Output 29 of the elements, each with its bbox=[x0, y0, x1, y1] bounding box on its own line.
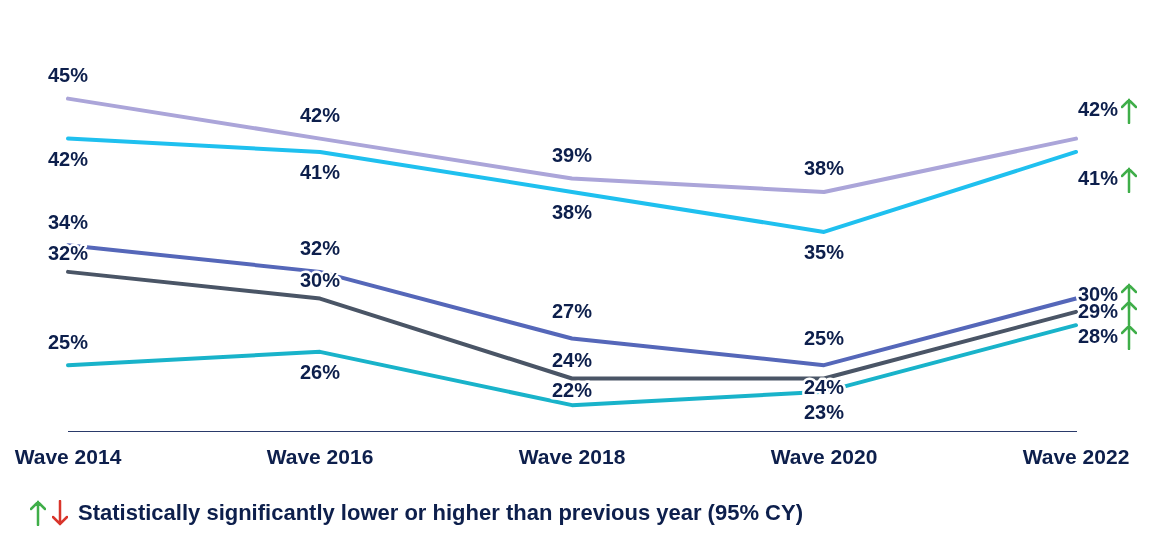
data-label: 35% bbox=[803, 241, 845, 264]
data-label: 27% bbox=[551, 300, 593, 323]
data-label: 29% bbox=[1078, 300, 1119, 323]
text: Statistically significantly lower or higher than previous year (95% CY) bbox=[78, 500, 803, 526]
data-label: 38% bbox=[551, 201, 593, 224]
x-tick-label: Wave 2014 bbox=[14, 445, 122, 469]
data-label: 42% bbox=[299, 104, 341, 127]
data-label: 23% bbox=[803, 401, 845, 424]
data-label: 25% bbox=[803, 326, 845, 349]
data-label: 28% bbox=[1078, 324, 1119, 347]
data-label: 38% bbox=[803, 157, 845, 180]
data-label: 42% bbox=[47, 148, 89, 171]
x-tick-label: Wave 2016 bbox=[266, 445, 374, 469]
data-label: 41% bbox=[299, 161, 341, 184]
data-label: 45% bbox=[47, 64, 89, 87]
data-label: 25% bbox=[47, 330, 89, 353]
data-label: 41% bbox=[1078, 167, 1119, 190]
data-label: 39% bbox=[551, 144, 593, 167]
data-label: 22% bbox=[551, 378, 593, 401]
data-label: 26% bbox=[299, 361, 341, 384]
data-label: 30% bbox=[299, 269, 341, 292]
data-label: 24% bbox=[551, 349, 593, 372]
data-label: 32% bbox=[299, 237, 341, 260]
x-tick-label: Wave 2022 bbox=[1022, 445, 1130, 469]
data-label: 42% bbox=[1078, 98, 1119, 121]
x-tick-label: Wave 2020 bbox=[770, 445, 878, 469]
data-label: 32% bbox=[47, 242, 89, 265]
data-label: 34% bbox=[47, 210, 89, 233]
x-tick-label: Wave 2018 bbox=[518, 445, 626, 469]
